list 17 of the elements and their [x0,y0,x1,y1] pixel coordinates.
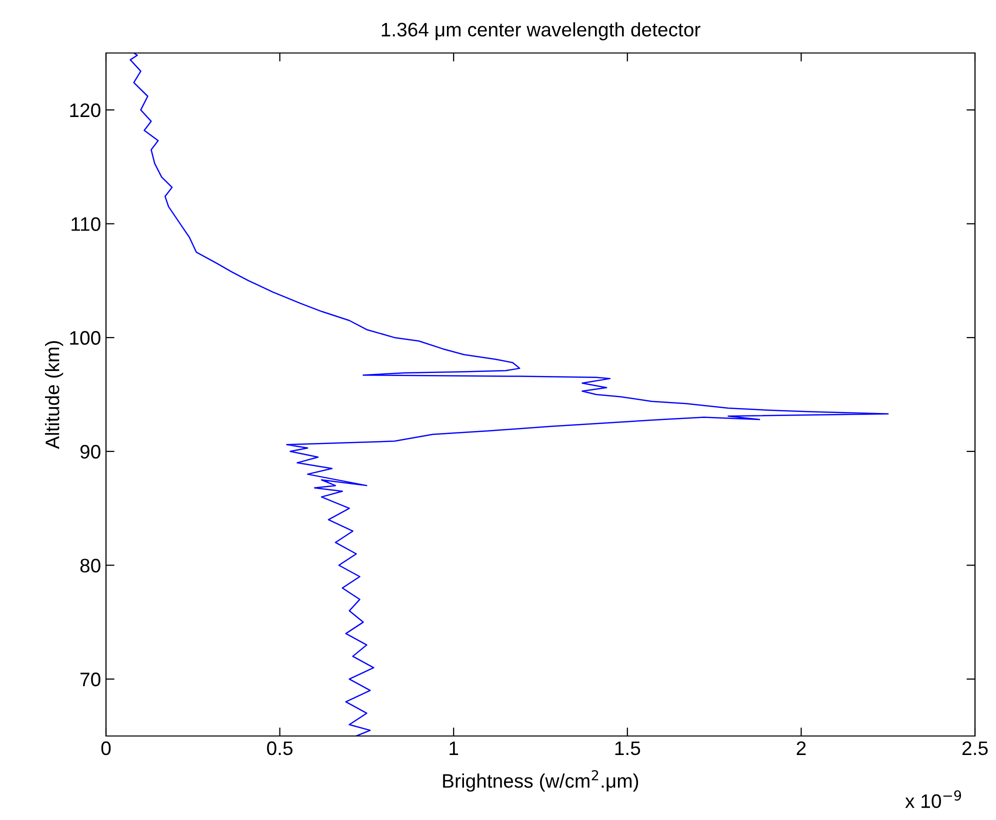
y-tick-label: 90 [80,444,100,459]
y-axis-title: Altitude (km) [45,341,64,450]
x-tick-label: 2 [796,741,806,755]
x-tick-label: 1 [450,742,458,755]
y-tick-label: 110 [72,217,100,231]
text: x 10$^{−9}$ [905,790,962,808]
x-tick-label: 2.5 [962,741,988,756]
x-tick-label: 0.5 [267,741,292,756]
x-tick-label: 0 [101,741,111,756]
chart-title: 1.364 μm center wavelength detector [382,22,700,40]
x-tick-label: 1.5 [615,742,640,756]
y-tick-label: 100 [70,331,100,345]
line-series [130,53,889,736]
y-tick-label: 70 [80,672,100,686]
y-tick-label: 120 [70,103,100,118]
y-tick-label: 80 [80,558,100,572]
x-axis-title: Brightness (w/cm$^{2}$.μm) [443,770,638,792]
